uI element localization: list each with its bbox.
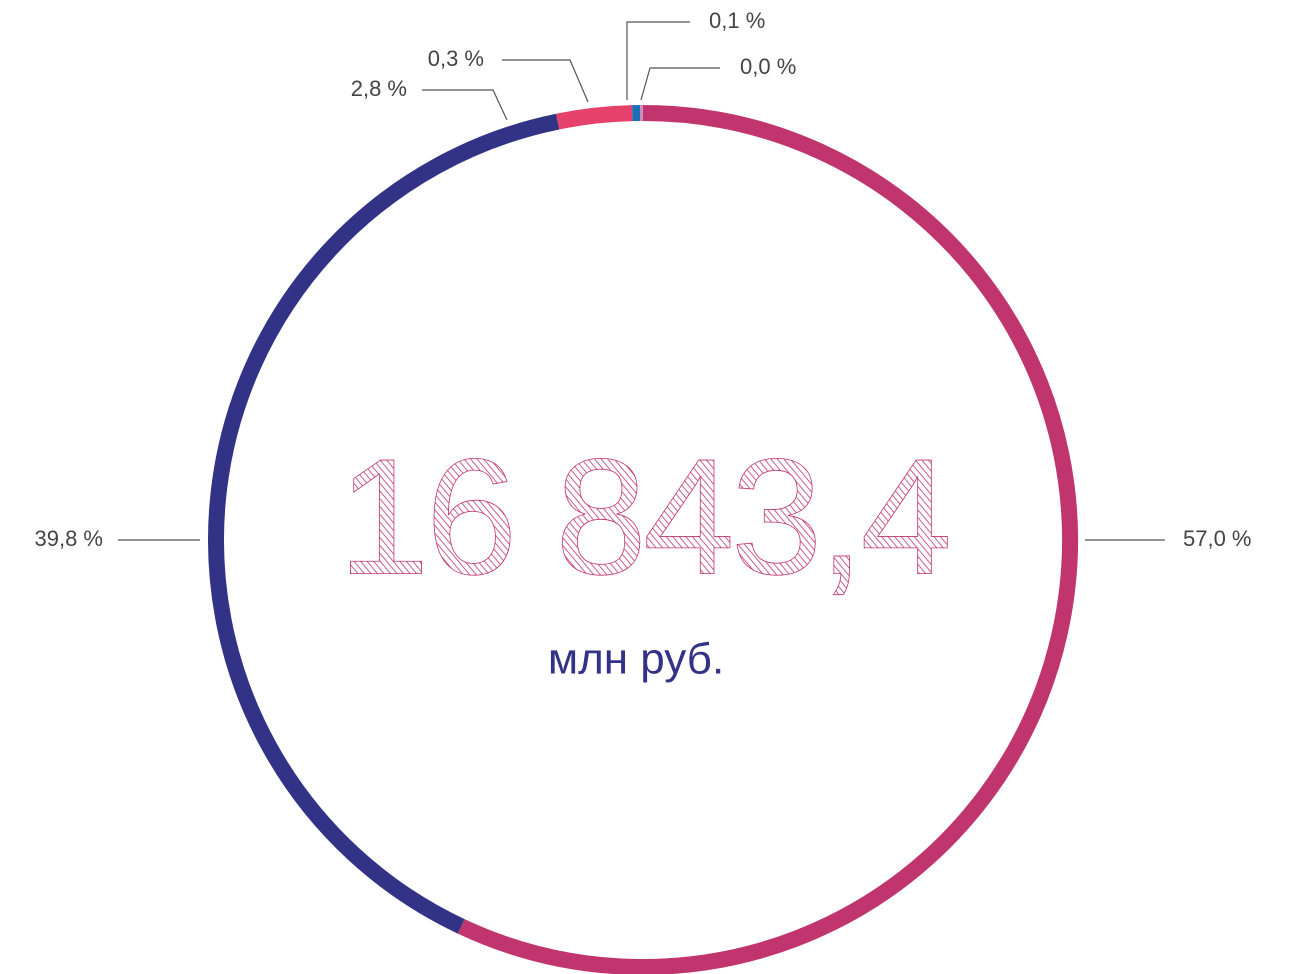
leader-line [422,89,508,121]
value-label: 0,3 % [428,46,484,71]
value-label: 0,0 % [740,54,796,79]
value-label: 2,8 % [351,76,407,101]
leader-line [640,67,720,101]
leader-line [626,21,690,100]
center-unit: млн руб. [548,635,724,684]
value-label: 57,0 % [1183,526,1252,551]
donut-segment [457,105,1078,974]
value-label: 39,8 % [35,526,104,551]
value-label: 0,1 % [709,8,765,33]
donut-segment [556,105,633,130]
donut-segment [208,113,560,934]
leader-line [502,59,589,103]
center-value: 16 843,4 [338,425,948,609]
